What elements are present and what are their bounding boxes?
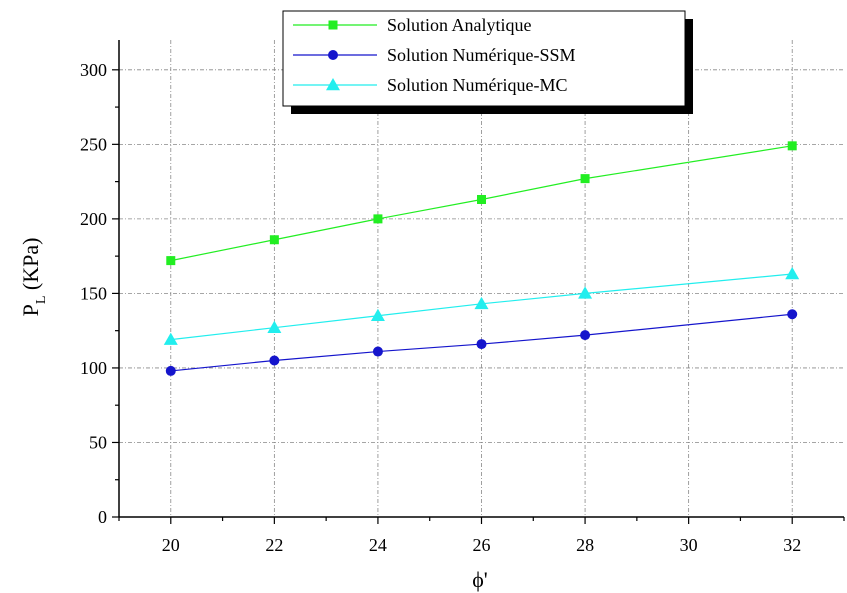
x-tick-label-26: 26 [473, 535, 491, 555]
data-point-0-0 [166, 256, 176, 266]
series-layer [163, 141, 800, 376]
legend: Solution Analytique Solution Numérique-SS… [282, 10, 693, 114]
y-tick-label-100: 100 [80, 358, 107, 378]
x-tick-label-30: 30 [680, 535, 698, 555]
data-point-1-1 [269, 355, 280, 366]
data-point-1-4 [580, 330, 591, 341]
y-tick-label-300: 300 [80, 60, 107, 80]
x-tick-label-22: 22 [265, 535, 283, 555]
y-axis-title-subscript: L [34, 296, 49, 305]
y-tick-label-0: 0 [98, 507, 107, 527]
series-2 [163, 267, 800, 345]
y-tick-label-50: 50 [89, 432, 107, 452]
legend-label-0: Solution Analytique [387, 15, 532, 35]
legend-marker-0 [328, 20, 338, 30]
axes: 20 22 24 26 28 30 32 0 50 100 150 200 250 300 [80, 40, 845, 555]
data-point-2-4 [578, 286, 593, 299]
legend-label-2: Solution Numérique-MC [387, 75, 568, 95]
series-0 [166, 141, 797, 266]
grid [119, 40, 844, 517]
data-point-0-4 [580, 174, 590, 184]
legend-marker-1 [328, 50, 338, 60]
y-tick-label-250: 250 [80, 134, 107, 154]
data-point-1-0 [165, 365, 176, 376]
data-point-0-2 [373, 214, 383, 224]
data-point-0-3 [477, 194, 486, 204]
data-point-1-3 [476, 339, 487, 350]
data-point-2-0 [163, 332, 178, 345]
series-line-0 [170, 145, 793, 262]
data-point-2-1 [267, 320, 282, 333]
data-point-1-2 [372, 346, 383, 357]
legend-box [282, 10, 686, 107]
y-tick-label-200: 200 [80, 209, 107, 229]
data-point-0-5 [787, 141, 797, 151]
x-tick-label-24: 24 [369, 535, 387, 555]
series-line-1 [170, 313, 793, 372]
data-point-0-1 [269, 235, 279, 245]
data-point-2-2 [370, 308, 385, 322]
data-point-2-5 [785, 267, 800, 280]
data-point-1-5 [787, 309, 798, 320]
legend-marker-2 [326, 78, 340, 91]
y-axis-title-main: P [18, 304, 43, 316]
x-tick-label-32: 32 [783, 535, 801, 555]
series-1 [165, 309, 798, 376]
legend-label-1: Solution Numérique-SSM [387, 45, 576, 65]
data-point-2-3 [474, 296, 489, 310]
x-axis-title: ϕ' [472, 567, 488, 592]
x-tick-label-28: 28 [576, 535, 594, 555]
x-tick-label-20: 20 [162, 535, 180, 555]
y-axis-title-unit: (KPa) [18, 238, 43, 296]
y-axis-title: PL (KPa) [18, 238, 49, 317]
y-tick-label-150: 150 [80, 283, 107, 303]
series-line-2 [170, 273, 793, 341]
